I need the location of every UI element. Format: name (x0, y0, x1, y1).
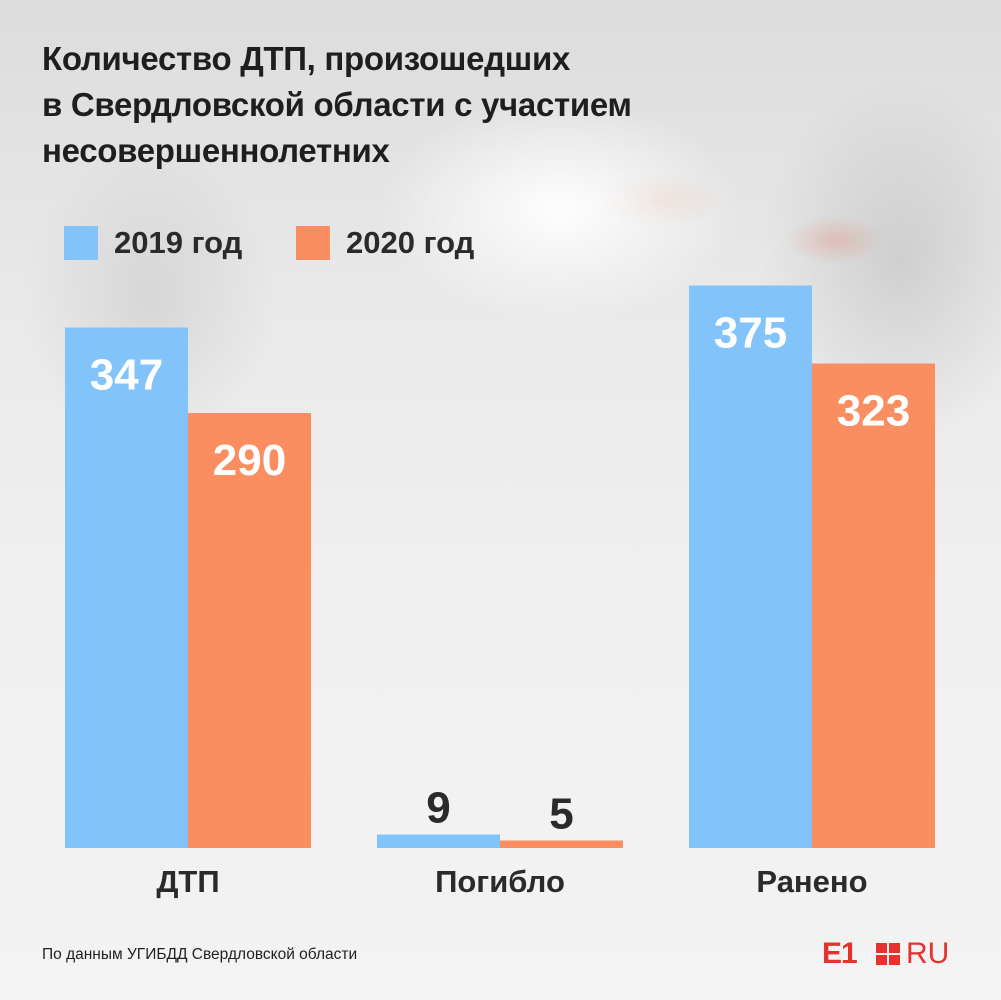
category-label-0: ДТП (156, 864, 219, 899)
data-label-2-0: 375 (714, 309, 787, 358)
bar-0-1 (188, 413, 311, 848)
e1-ru-logo[interactable]: E1 RU (822, 937, 952, 971)
data-label-0-0: 347 (90, 351, 163, 400)
legend-swatch-2020 (296, 226, 330, 260)
category-label-2: Ранено (756, 864, 867, 899)
data-label-0-1: 290 (213, 436, 286, 485)
logo-ru-text: RU (906, 937, 950, 970)
chart-title-line-2: в Свердловской области с участием (42, 86, 632, 123)
source-note: По данным УГИБДД Свердловской области (42, 946, 358, 963)
bar-2-0 (689, 285, 812, 848)
chart-title-line-1: Количество ДТП, произошедших (42, 40, 571, 77)
legend-label-2019: 2019 год (114, 225, 243, 260)
data-label-2-1: 323 (837, 387, 910, 436)
logo-e1-text: E1 (822, 937, 858, 970)
bar-2-1 (812, 363, 935, 848)
category-label-1: Погибло (435, 864, 565, 899)
data-label-1-1: 5 (549, 790, 573, 839)
logo-square-icon (876, 943, 900, 965)
legend-label-2020: 2020 год (346, 225, 475, 260)
chart-title: Количество ДТП, произошедших в Свердловс… (42, 36, 842, 174)
chart-title-line-3: несовершеннолетних (42, 132, 390, 169)
bar-1-0 (377, 834, 500, 848)
data-label-1-0: 9 (426, 784, 450, 833)
legend-swatch-2019 (64, 226, 98, 260)
bar-0-0 (65, 327, 188, 848)
bar-1-1 (500, 840, 623, 848)
